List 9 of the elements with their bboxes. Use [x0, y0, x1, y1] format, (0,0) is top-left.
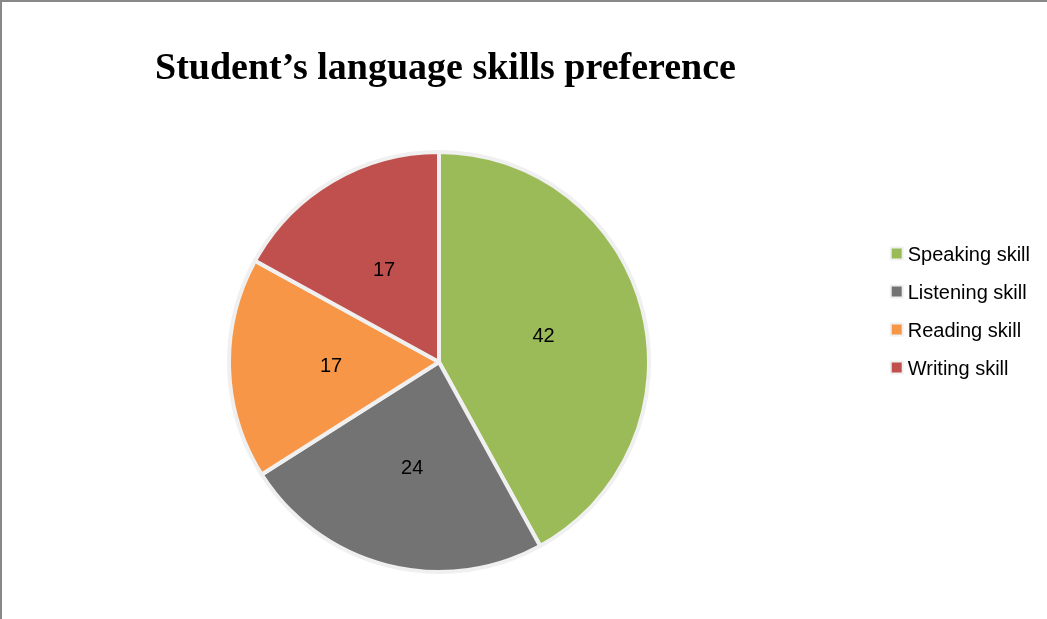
data-label: 17 — [319, 354, 343, 377]
legend-label: Listening skill — [907, 280, 1027, 303]
legend-label: Speaking skill — [907, 242, 1031, 265]
legend-label: Writing skill — [907, 356, 1009, 379]
data-label: 17 — [372, 258, 396, 281]
data-label: 42 — [532, 324, 555, 347]
data-label: 24 — [401, 455, 424, 478]
legend-label: Reading skill — [907, 318, 1022, 341]
chart-title: Student’s language skills preference — [155, 45, 736, 87]
